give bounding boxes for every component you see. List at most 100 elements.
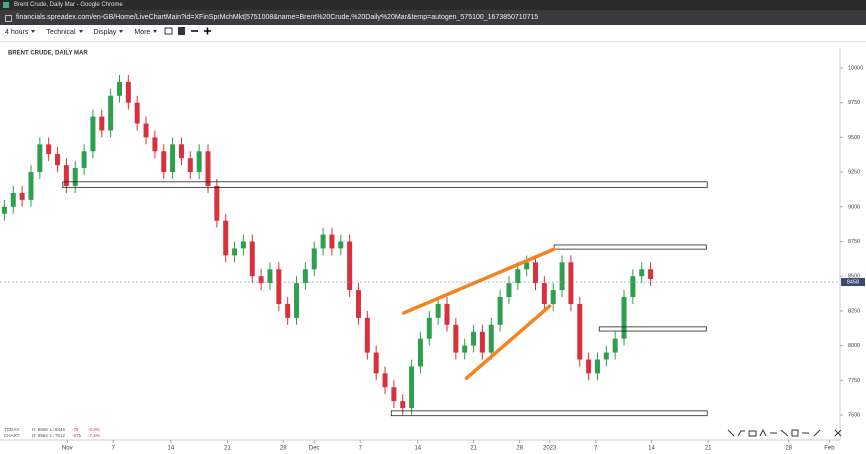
- candle-body: [338, 241, 344, 249]
- stat-label: TODAY:: [4, 427, 20, 432]
- tool-icon[interactable]: [780, 429, 789, 437]
- candle-body: [639, 269, 645, 277]
- drawing-tools: [727, 428, 842, 437]
- x-tick-label: Dec: [309, 446, 320, 452]
- candle-body: [81, 151, 87, 168]
- x-tick-label: 7: [594, 446, 598, 452]
- candle-body: [143, 123, 149, 138]
- candle-body: [72, 167, 78, 186]
- candle-body: [400, 401, 406, 409]
- candle-body: [444, 303, 450, 325]
- candle-body: [329, 234, 335, 249]
- candle-body: [28, 172, 34, 200]
- candle-body: [541, 283, 547, 304]
- candle-body: [435, 303, 441, 318]
- candle-body: [506, 283, 512, 298]
- x-tick-label: 28: [785, 446, 792, 452]
- menu[interactable]: More: [134, 25, 157, 41]
- stat-label: CHART:: [4, 433, 20, 438]
- candle-body: [249, 241, 255, 277]
- y-tick-label: 8500: [848, 274, 860, 280]
- candle-body: [515, 269, 521, 284]
- candle-body: [648, 269, 654, 279]
- x-tick-label: 14: [414, 446, 421, 452]
- url: financials.spreadex.com/en-GB/Home/LiveC…: [16, 14, 539, 21]
- zone: [62, 181, 708, 188]
- candle-body: [533, 262, 539, 284]
- candle-body: [37, 144, 43, 173]
- candle-body: [1, 206, 7, 214]
- menu[interactable]: 4 hours: [5, 25, 35, 41]
- candle-body: [187, 158, 193, 173]
- chart-title: BRENT CRUDE, DAILY MAR: [8, 51, 88, 57]
- x-tick-label: 14: [167, 446, 174, 452]
- zone: [553, 244, 707, 250]
- candle-body: [55, 154, 61, 166]
- toolbar-icons: [164, 27, 212, 35]
- candle-body: [99, 116, 105, 131]
- y-tick-label: 9250: [848, 170, 860, 176]
- candle-body: [577, 303, 583, 360]
- menu[interactable]: Technical: [46, 25, 82, 41]
- candle-body: [214, 185, 220, 221]
- stat-low: L: 7512: [50, 433, 66, 438]
- stat-change: -76: [72, 427, 79, 432]
- app-icon: [3, 2, 9, 8]
- candle-body: [302, 269, 308, 284]
- tool-icon[interactable]: [813, 429, 821, 437]
- x-tick-label: 21: [224, 446, 231, 452]
- x-tick-label: 21: [470, 446, 477, 452]
- y-tick-label: 8750: [848, 239, 860, 245]
- candle-body: [488, 324, 494, 353]
- candle-body: [10, 192, 16, 207]
- x-tick-label: 7: [359, 446, 363, 452]
- candle-body: [479, 331, 485, 353]
- candle-body: [311, 248, 317, 270]
- candle-body: [46, 144, 52, 155]
- y-tick-label: 7500: [848, 412, 860, 418]
- candle-body: [409, 366, 415, 409]
- candle-body: [612, 338, 618, 353]
- address-bar[interactable]: financials.spreadex.com/en-GB/Home/LiveC…: [0, 10, 866, 25]
- candle-body: [223, 220, 229, 256]
- tool-icon[interactable]: [737, 430, 745, 437]
- candle-body: [196, 151, 202, 173]
- close-icon[interactable]: [834, 429, 842, 437]
- tool-icon[interactable]: [748, 430, 757, 437]
- candle-body: [347, 241, 353, 291]
- candle-body: [276, 269, 282, 304]
- candle-body: [550, 290, 556, 304]
- lock-icon: [5, 15, 12, 22]
- candle-body: [355, 290, 361, 318]
- candle-body: [125, 81, 131, 103]
- candle-body: [382, 373, 388, 388]
- candle-body: [285, 303, 291, 318]
- candle-body: [258, 276, 264, 284]
- candle-body: [170, 144, 176, 173]
- tool-icon[interactable]: [791, 429, 799, 437]
- x-tick-label: 7: [112, 446, 116, 452]
- candle-body: [603, 352, 609, 360]
- open-icon[interactable]: [164, 27, 173, 35]
- save-icon[interactable]: [178, 27, 186, 35]
- candle-body: [364, 317, 370, 353]
- window-title-bar: Brent Crude, Daily Mar - Google Chrome: [0, 0, 866, 10]
- tool-icon[interactable]: [727, 429, 735, 437]
- candle-body: [19, 192, 25, 200]
- candle-body: [178, 144, 184, 159]
- y-tick-label: 9750: [848, 100, 860, 106]
- tool-icon[interactable]: [759, 428, 767, 437]
- candle-body: [524, 262, 530, 270]
- stat-percent: -0.9%: [88, 427, 100, 432]
- menu[interactable]: Display: [93, 25, 123, 41]
- candle-body: [426, 317, 432, 339]
- candle-body: [152, 137, 158, 152]
- y-tick-label: 8000: [848, 343, 860, 349]
- candle-body: [108, 95, 114, 131]
- candle-body: [240, 241, 246, 249]
- candle-body: [453, 324, 459, 353]
- candle-body: [630, 276, 636, 298]
- candle-body: [471, 331, 477, 346]
- candle-body: [373, 352, 379, 374]
